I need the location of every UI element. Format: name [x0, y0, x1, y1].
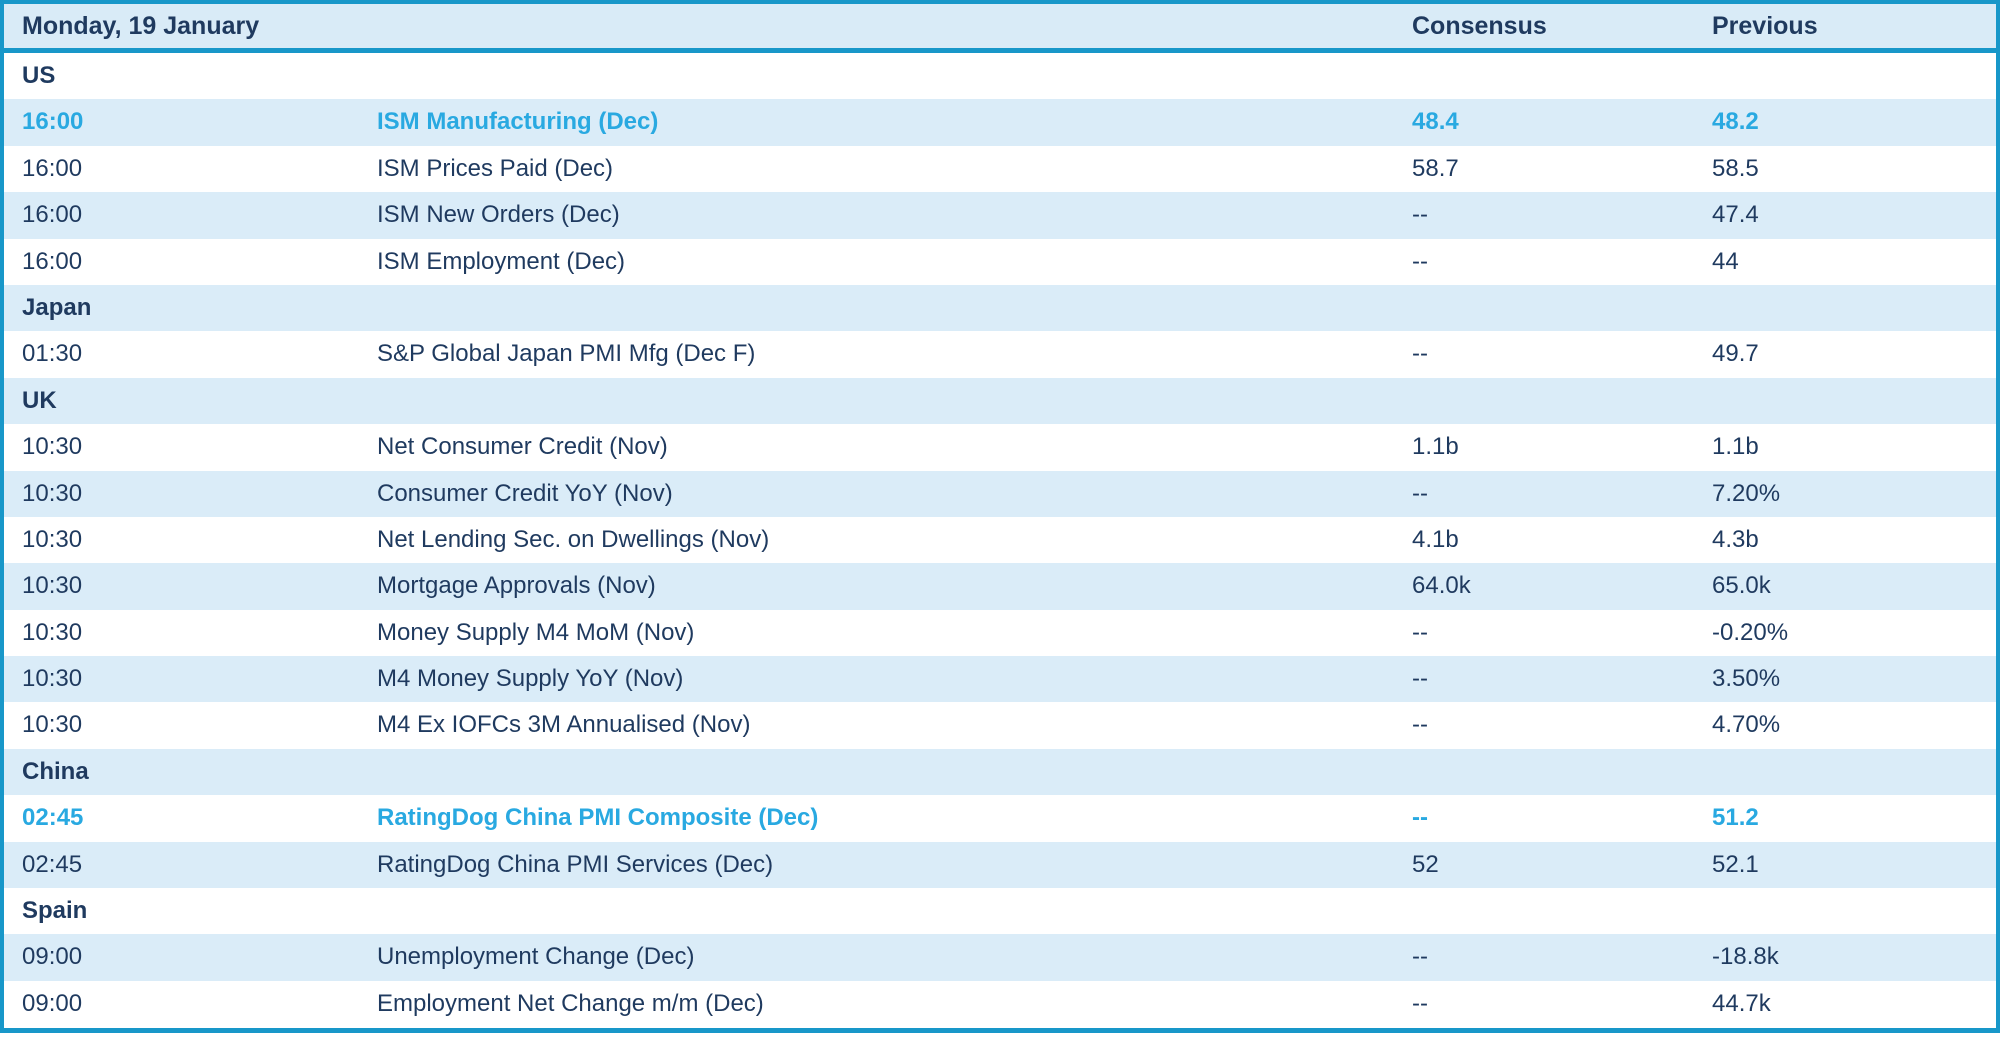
event-cell: ISM New Orders (Dec)	[377, 201, 620, 229]
section-row: China	[4, 748, 1996, 796]
section-label: Japan	[22, 293, 92, 321]
previous-cell: 3.50%	[1712, 665, 1781, 693]
consensus-cell: 48.4	[1412, 108, 1459, 136]
table-row: 10:30 M4 Ex IOFCs 3M Annualised (Nov) -- 4.…	[4, 702, 1996, 748]
time-cell: 16:00	[22, 108, 84, 136]
section-row: US	[4, 53, 1996, 99]
section-row: Spain	[4, 888, 1996, 934]
time-cell: 09:00	[22, 989, 83, 1017]
consensus-cell: --	[1412, 201, 1428, 229]
consensus-cell: --	[1412, 618, 1428, 646]
header-previous: Previous	[1712, 12, 1818, 40]
consensus-cell: 1.1b	[1412, 433, 1459, 461]
section-label: China	[22, 757, 89, 785]
table-row: 09:00 Employment Net Change m/m (Dec) -- 44…	[4, 981, 1996, 1027]
time-cell: 16:00	[22, 154, 83, 182]
table-row: 10:30 Mortgage Approvals (Nov) 64.0k 65.0k	[4, 563, 1996, 610]
consensus-cell: 64.0k	[1412, 572, 1471, 600]
table-row: 10:30 Net Lending Sec. on Dwellings (Nov)…	[4, 517, 1996, 563]
event-cell: Net Lending Sec. on Dwellings (Nov)	[377, 525, 770, 553]
consensus-cell: 52	[1412, 850, 1439, 878]
table-row: 10:30 Consumer Credit YoY (Nov) -- 7.20%	[4, 470, 1996, 517]
time-cell: 10:30	[22, 525, 83, 553]
table-row: 16:00 ISM Prices Paid (Dec) 58.7 58.5	[4, 146, 1996, 192]
previous-cell: 51.2	[1712, 804, 1759, 832]
event-cell: Net Consumer Credit (Nov)	[377, 433, 668, 461]
table-row: 16:00 ISM New Orders (Dec) -- 47.4	[4, 192, 1996, 239]
time-cell: 10:30	[22, 618, 83, 646]
table-row: 02:45 RatingDog China PMI Composite (Dec)…	[4, 795, 1996, 841]
table-row: 09:00 Unemployment Change (Dec) -- -18.8k	[4, 934, 1996, 981]
time-cell: 10:30	[22, 479, 83, 507]
event-cell: Unemployment Change (Dec)	[377, 943, 695, 971]
consensus-cell: 4.1b	[1412, 525, 1459, 553]
previous-cell: 58.5	[1712, 154, 1759, 182]
consensus-cell: 58.7	[1412, 154, 1459, 182]
event-cell: Employment Net Change m/m (Dec)	[377, 989, 764, 1017]
table-row: 01:30 S&P Global Japan PMI Mfg (Dec F) -- 4…	[4, 331, 1996, 377]
table-row: 10:30 Net Consumer Credit (Nov) 1.1b 1.1b	[4, 424, 1996, 470]
time-cell: 16:00	[22, 247, 83, 275]
previous-cell: 4.70%	[1712, 711, 1781, 739]
previous-cell: 7.20%	[1712, 479, 1781, 507]
consensus-cell: --	[1412, 989, 1428, 1017]
event-cell: M4 Money Supply YoY (Nov)	[377, 665, 684, 693]
table-row: 16:00 ISM Manufacturing (Dec) 48.4 48.2	[4, 99, 1996, 146]
section-row: UK	[4, 377, 1996, 425]
header-date: Monday, 19 January	[22, 12, 260, 40]
time-cell: 10:30	[22, 433, 83, 461]
previous-cell: 44.7k	[1712, 989, 1771, 1017]
previous-cell: -18.8k	[1712, 943, 1779, 971]
event-cell: Mortgage Approvals (Nov)	[377, 572, 656, 600]
header-consensus: Consensus	[1412, 12, 1547, 40]
event-cell: ISM Employment (Dec)	[377, 247, 626, 275]
event-cell: M4 Ex IOFCs 3M Annualised (Nov)	[377, 711, 751, 739]
previous-cell: 4.3b	[1712, 525, 1759, 553]
time-cell: 16:00	[22, 201, 83, 229]
previous-cell: 47.4	[1712, 201, 1759, 229]
previous-cell: 48.2	[1712, 108, 1759, 136]
event-cell: Consumer Credit YoY (Nov)	[377, 479, 673, 507]
previous-cell: 44	[1712, 247, 1739, 275]
table-row: 10:30 M4 Money Supply YoY (Nov) -- 3.50%	[4, 656, 1996, 703]
event-cell: Money Supply M4 MoM (Nov)	[377, 618, 695, 646]
previous-cell: 65.0k	[1712, 572, 1771, 600]
event-cell: RatingDog China PMI Composite (Dec)	[377, 804, 819, 832]
event-cell: ISM Manufacturing (Dec)	[377, 108, 659, 136]
previous-cell: 1.1b	[1712, 433, 1759, 461]
time-cell: 10:30	[22, 572, 83, 600]
table-body: US 16:00 ISM Manufacturing (Dec) 48.4 48.2 16…	[4, 53, 1996, 1027]
previous-cell: 52.1	[1712, 850, 1759, 878]
time-cell: 10:30	[22, 711, 83, 739]
consensus-cell: --	[1412, 340, 1428, 368]
time-cell: 09:00	[22, 943, 83, 971]
section-row: Japan	[4, 284, 1996, 332]
time-cell: 02:45	[22, 804, 84, 832]
consensus-cell: --	[1412, 943, 1428, 971]
time-cell: 10:30	[22, 665, 83, 693]
section-label: UK	[22, 386, 57, 414]
time-cell: 02:45	[22, 850, 83, 878]
table-row: 16:00 ISM Employment (Dec) -- 44	[4, 239, 1996, 285]
table-row: 02:45 RatingDog China PMI Services (Dec) 5…	[4, 841, 1996, 889]
consensus-cell: --	[1412, 665, 1428, 693]
consensus-cell: --	[1412, 247, 1428, 275]
event-cell: ISM Prices Paid (Dec)	[377, 154, 614, 182]
table-row: 10:30 Money Supply M4 MoM (Nov) -- -0.20%	[4, 610, 1996, 656]
section-label: US	[22, 62, 56, 89]
table-header-row: Monday, 19 January Consensus Previous	[4, 4, 1996, 53]
section-label: Spain	[22, 897, 88, 925]
consensus-cell: --	[1412, 711, 1428, 739]
previous-cell: -0.20%	[1712, 618, 1789, 646]
consensus-cell: --	[1412, 479, 1428, 507]
previous-cell: 49.7	[1712, 340, 1759, 368]
consensus-cell: --	[1412, 804, 1428, 832]
event-cell: RatingDog China PMI Services (Dec)	[377, 850, 774, 878]
time-cell: 01:30	[22, 340, 83, 368]
event-cell: S&P Global Japan PMI Mfg (Dec F)	[377, 340, 756, 368]
